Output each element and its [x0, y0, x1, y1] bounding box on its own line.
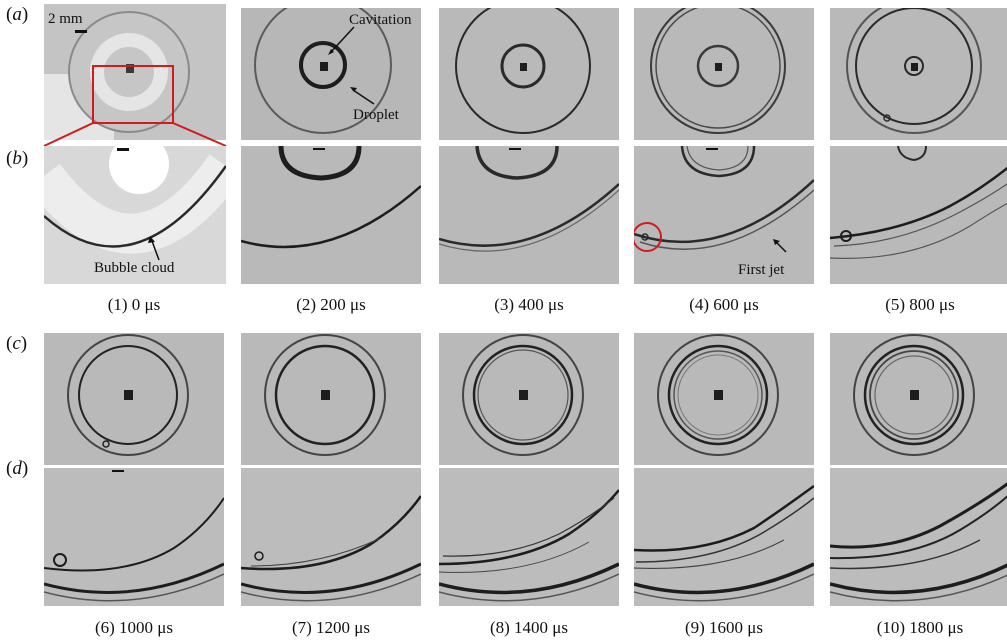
caption-10: (10) 1800 μs [876, 618, 964, 637]
frame-b5 [830, 146, 1007, 284]
scale-bar-label: 2 mm [48, 11, 83, 27]
frame-b3 [439, 146, 619, 284]
frame-d7 [241, 468, 421, 606]
droplet-label: Droplet [353, 107, 400, 123]
caption-1: (1) 0 μs [107, 295, 161, 314]
frame-d6 [44, 468, 224, 606]
caption-4: (4) 600 μs [689, 295, 759, 314]
frame-c9 [634, 333, 814, 465]
frame-d9 [634, 468, 814, 606]
bubble-cloud-label: Bubble cloud [94, 260, 175, 276]
cavitation-label: Cavitation [349, 12, 412, 28]
row-label-a: (a) [6, 4, 29, 25]
frame-a5 [830, 8, 1007, 140]
frame-a4 [634, 8, 814, 140]
caption-2: (2) 200 μs [296, 295, 366, 314]
row-label-c: (c) [6, 333, 28, 354]
frame-a1: 2 mm [44, 4, 226, 140]
frame-b2 [241, 146, 421, 284]
frame-c10 [830, 333, 1007, 465]
caption-5: (5) 800 μs [885, 295, 955, 314]
frame-b4: First jet [634, 146, 814, 284]
caption-3: (3) 400 μs [494, 295, 564, 314]
caption-9: (9) 1600 μs [684, 618, 764, 637]
caption-8: (8) 1400 μs [489, 618, 569, 637]
row-label-b: (b) [6, 148, 29, 169]
frame-c6 [44, 333, 224, 465]
frame-c8 [439, 333, 619, 465]
caption-7: (7) 1200 μs [291, 618, 371, 637]
row-label-d: (d) [6, 458, 29, 479]
zoom-connectors [43, 122, 227, 147]
frame-c7 [241, 333, 421, 465]
frame-a2: Cavitation Droplet [241, 8, 421, 140]
first-jet-label: First jet [738, 262, 785, 278]
caption-6: (6) 1000 μs [94, 618, 174, 637]
frame-d8 [439, 468, 619, 606]
frame-d10 [830, 468, 1007, 606]
frame-b1: Bubble cloud [44, 146, 226, 284]
frame-a3 [439, 8, 619, 140]
